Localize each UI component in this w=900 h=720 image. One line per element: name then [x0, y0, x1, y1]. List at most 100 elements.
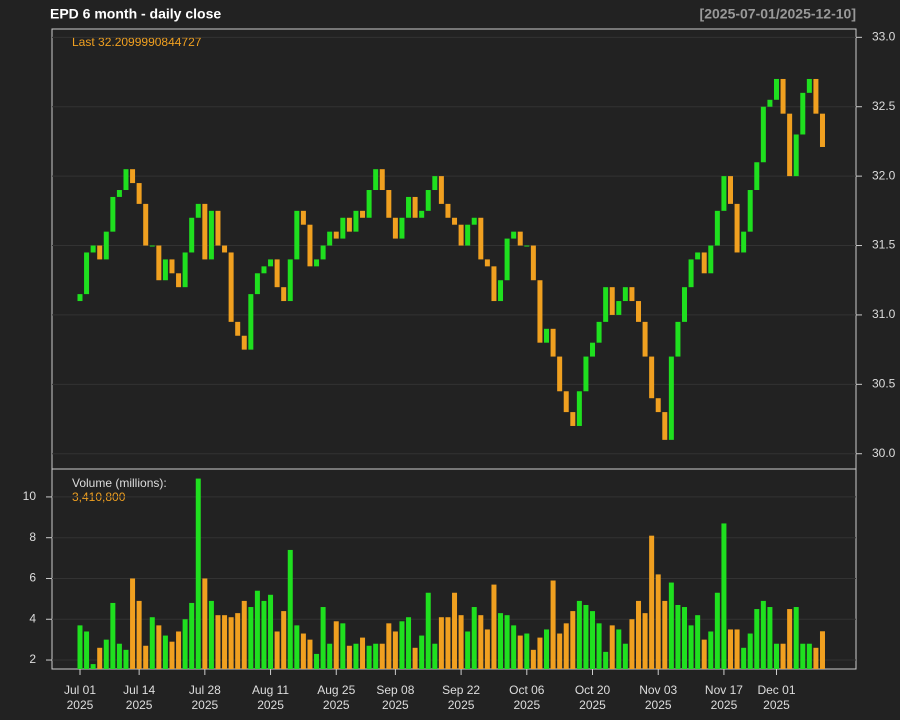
- x-tick-label: Sep 08: [376, 683, 414, 697]
- volume-bar: [320, 607, 326, 669]
- candle: [195, 203, 201, 218]
- volume-bar: [445, 617, 451, 669]
- candle: [261, 266, 267, 274]
- candle: [780, 78, 786, 114]
- candle: [668, 356, 674, 440]
- candle: [97, 245, 103, 260]
- candle: [300, 210, 306, 225]
- volume-bar: [465, 631, 471, 669]
- candle: [819, 113, 825, 147]
- volume-bar: [622, 643, 628, 669]
- candle: [235, 321, 241, 336]
- volume-bar: [176, 631, 182, 669]
- x-tick-label: Oct 20: [575, 683, 611, 697]
- volume-bar: [498, 613, 504, 669]
- candle: [136, 183, 142, 204]
- candle: [307, 224, 313, 267]
- candle: [767, 99, 773, 107]
- y-tick-label: 10: [23, 489, 37, 503]
- volume-bar: [682, 607, 688, 669]
- candle: [222, 245, 228, 253]
- volume-bar: [274, 631, 280, 669]
- y-tick-label: 4: [29, 611, 36, 625]
- candle: [412, 196, 418, 218]
- candle: [590, 342, 596, 357]
- candle: [353, 210, 359, 232]
- candle: [241, 335, 247, 350]
- candle: [268, 259, 274, 267]
- volume-bar: [504, 615, 510, 669]
- y-tick-label: 30.5: [872, 377, 896, 391]
- candle: [524, 245, 530, 247]
- volume-bar: [603, 651, 609, 669]
- candle: [392, 217, 398, 239]
- volume-bar: [373, 643, 379, 669]
- last-price: Last 32.2099990844727: [72, 35, 202, 49]
- candle: [655, 398, 661, 413]
- candle: [530, 245, 536, 281]
- candle: [570, 412, 576, 426]
- candle: [465, 224, 471, 246]
- x-tick-year: 2025: [711, 698, 738, 712]
- volume-bar: [478, 615, 484, 669]
- candle: [287, 259, 293, 302]
- volume-bar: [780, 643, 786, 669]
- volume-bar: [110, 602, 116, 669]
- volume-bar: [819, 631, 825, 669]
- candle: [695, 252, 701, 260]
- volume-bar: [366, 645, 372, 669]
- candle: [254, 273, 260, 295]
- volume-bar: [773, 643, 779, 669]
- volume-bar: [754, 609, 760, 669]
- candle: [688, 259, 694, 288]
- volume-bar: [287, 549, 293, 669]
- y-tick-label: 33.0: [872, 29, 896, 43]
- candle: [517, 231, 523, 246]
- volume-bar: [248, 607, 254, 669]
- volume-bar: [77, 625, 83, 669]
- candle: [438, 176, 444, 204]
- candle: [511, 231, 517, 239]
- volume-bar: [162, 635, 168, 669]
- volume-bar: [195, 478, 201, 669]
- volume-bar: [143, 645, 149, 669]
- candle: [432, 176, 438, 191]
- x-tick-label: Dec 01: [757, 683, 795, 697]
- x-tick-year: 2025: [257, 698, 284, 712]
- candle: [90, 245, 96, 253]
- volume-bar: [649, 535, 655, 669]
- candle: [504, 238, 510, 281]
- volume-bar: [537, 637, 543, 669]
- volume-bar: [767, 607, 773, 669]
- candle: [734, 203, 740, 253]
- volume-bar: [452, 592, 458, 669]
- candle: [603, 287, 609, 322]
- candle: [471, 217, 477, 225]
- y-tick-label: 32.5: [872, 99, 896, 113]
- x-tick-year: 2025: [191, 698, 218, 712]
- candle: [176, 273, 182, 288]
- volume-bar: [675, 604, 681, 669]
- volume-bar: [399, 621, 405, 669]
- candle: [662, 412, 668, 440]
- volume-bar: [268, 594, 274, 669]
- volume-bar: [425, 592, 431, 669]
- volume-bar: [300, 633, 306, 669]
- x-tick-label: Jul 14: [123, 683, 155, 697]
- candle: [616, 301, 622, 315]
- y-tick-label: 30.0: [872, 446, 896, 460]
- candle: [563, 391, 569, 413]
- volume-bar: [727, 629, 733, 669]
- y-tick-label: 6: [29, 571, 36, 585]
- candle: [103, 231, 109, 260]
- volume-bar: [806, 643, 812, 669]
- volume-bar: [169, 641, 175, 669]
- candle: [333, 231, 339, 239]
- volume-bar: [511, 625, 517, 669]
- y-tick-label: 31.0: [872, 307, 896, 321]
- volume-bar: [570, 611, 576, 669]
- volume-bar: [760, 600, 766, 669]
- candle: [754, 162, 760, 191]
